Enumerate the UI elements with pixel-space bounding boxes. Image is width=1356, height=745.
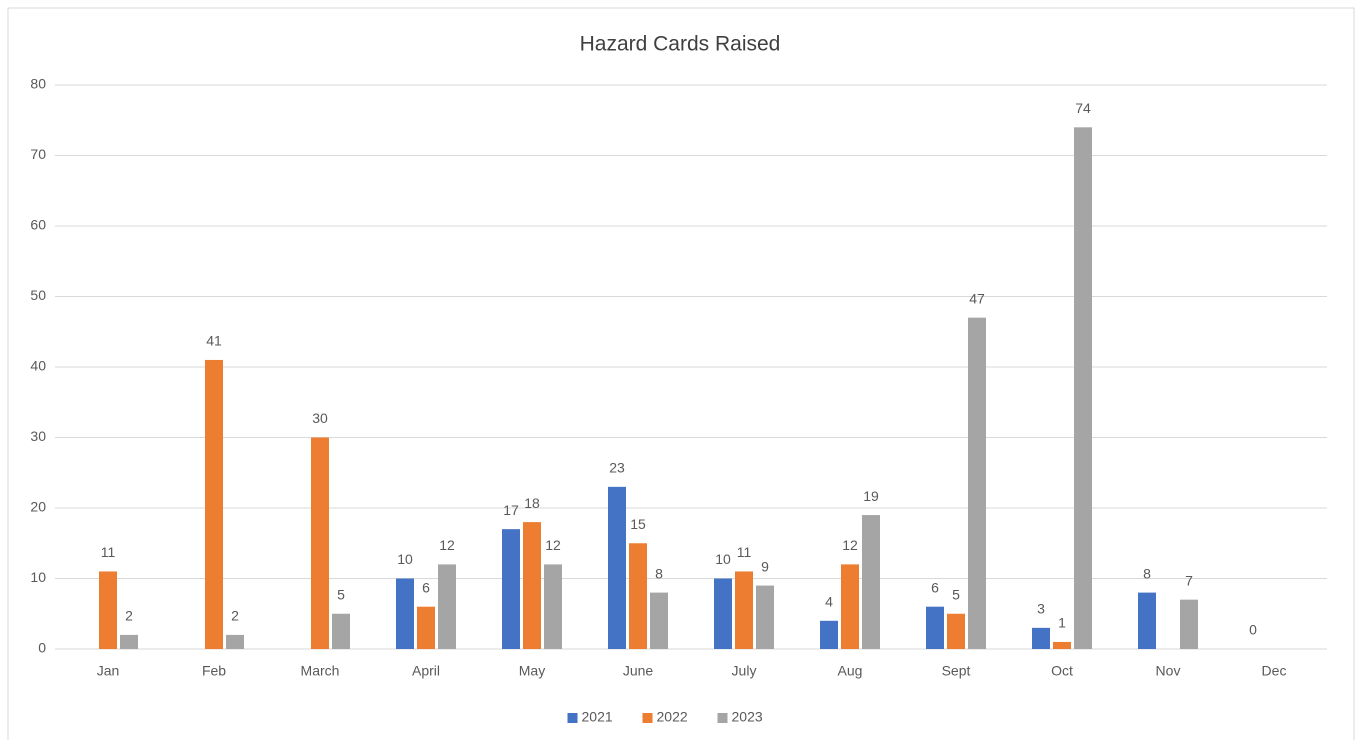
data-label: 6 bbox=[422, 579, 430, 595]
bar bbox=[523, 522, 541, 649]
data-label: 3 bbox=[1037, 601, 1045, 617]
bar bbox=[332, 613, 350, 649]
x-tick-label: Nov bbox=[1156, 663, 1181, 679]
x-tick-label: June bbox=[623, 663, 654, 679]
data-label: 6 bbox=[931, 579, 939, 595]
data-label: 12 bbox=[439, 537, 455, 553]
bar bbox=[502, 529, 520, 649]
chart-title: Hazard Cards Raised bbox=[580, 33, 781, 56]
x-tick-label: Oct bbox=[1051, 663, 1073, 679]
y-tick-label: 70 bbox=[30, 146, 46, 162]
y-tick-label: 80 bbox=[30, 76, 46, 92]
legend-label: 2021 bbox=[582, 709, 613, 725]
data-label: 8 bbox=[655, 565, 663, 581]
bar bbox=[862, 515, 880, 649]
data-label: 10 bbox=[715, 551, 731, 567]
y-tick-label: 30 bbox=[30, 428, 46, 444]
data-label: 5 bbox=[337, 586, 345, 602]
bar bbox=[438, 564, 456, 649]
bar bbox=[608, 486, 626, 649]
data-label: 17 bbox=[503, 502, 519, 518]
x-tick-label: Jan bbox=[97, 663, 120, 679]
bar bbox=[650, 592, 668, 649]
x-tick-label: July bbox=[732, 663, 757, 679]
data-label: 0 bbox=[1249, 622, 1257, 638]
x-tick-label: Sept bbox=[942, 663, 971, 679]
y-tick-label: 40 bbox=[30, 358, 46, 374]
data-label: 8 bbox=[1143, 565, 1151, 581]
bar bbox=[629, 543, 647, 649]
legend-label: 2022 bbox=[657, 709, 688, 725]
data-label: 10 bbox=[397, 551, 413, 567]
legend-label: 2023 bbox=[732, 709, 763, 725]
x-tick-label: Feb bbox=[202, 663, 226, 679]
bar bbox=[756, 585, 774, 649]
chart-frame bbox=[7, 7, 1355, 745]
bar bbox=[968, 317, 986, 649]
data-label: 19 bbox=[863, 488, 879, 504]
bar bbox=[947, 613, 965, 649]
bar bbox=[544, 564, 562, 649]
bar bbox=[417, 606, 435, 649]
data-label: 5 bbox=[952, 586, 960, 602]
data-label: 41 bbox=[206, 333, 222, 349]
bar bbox=[226, 634, 244, 649]
x-tick-label: Dec bbox=[1262, 663, 1287, 679]
data-label: 11 bbox=[101, 544, 116, 560]
data-label: 30 bbox=[312, 410, 328, 426]
bar bbox=[99, 571, 117, 649]
bar bbox=[1074, 127, 1092, 650]
legend-swatch bbox=[642, 713, 653, 723]
data-label: 74 bbox=[1075, 100, 1091, 116]
y-tick-label: 10 bbox=[30, 569, 46, 585]
bar bbox=[1138, 592, 1156, 649]
data-label: 2 bbox=[125, 608, 133, 624]
data-label: 11 bbox=[737, 544, 752, 560]
data-label: 12 bbox=[842, 537, 858, 553]
data-label: 7 bbox=[1185, 572, 1193, 588]
data-label: 1 bbox=[1058, 615, 1066, 631]
bar bbox=[1053, 641, 1071, 649]
bar bbox=[205, 359, 223, 649]
bar bbox=[820, 620, 838, 649]
data-label: 9 bbox=[761, 558, 769, 574]
bar bbox=[396, 578, 414, 649]
y-tick-label: 50 bbox=[30, 287, 46, 303]
data-label: 18 bbox=[524, 495, 540, 511]
legend-swatch bbox=[717, 713, 728, 723]
data-label: 15 bbox=[630, 516, 646, 532]
x-tick-label: April bbox=[412, 663, 440, 679]
y-tick-label: 0 bbox=[38, 640, 46, 656]
y-tick-label: 20 bbox=[30, 499, 46, 515]
bar bbox=[714, 578, 732, 649]
bar bbox=[120, 634, 138, 649]
x-tick-label: March bbox=[301, 663, 340, 679]
x-tick-label: May bbox=[519, 663, 545, 679]
bar bbox=[1180, 599, 1198, 649]
bar bbox=[926, 606, 944, 649]
bar bbox=[1032, 627, 1050, 649]
bar bbox=[311, 437, 329, 649]
data-label: 2 bbox=[231, 608, 239, 624]
data-label: 4 bbox=[825, 594, 833, 610]
bar bbox=[841, 564, 859, 649]
data-label: 23 bbox=[609, 460, 625, 476]
data-label: 47 bbox=[969, 290, 985, 306]
x-tick-label: Aug bbox=[838, 663, 863, 679]
bar bbox=[735, 571, 753, 649]
data-label: 12 bbox=[545, 537, 561, 553]
y-tick-label: 60 bbox=[30, 217, 46, 233]
legend-swatch bbox=[567, 713, 578, 723]
